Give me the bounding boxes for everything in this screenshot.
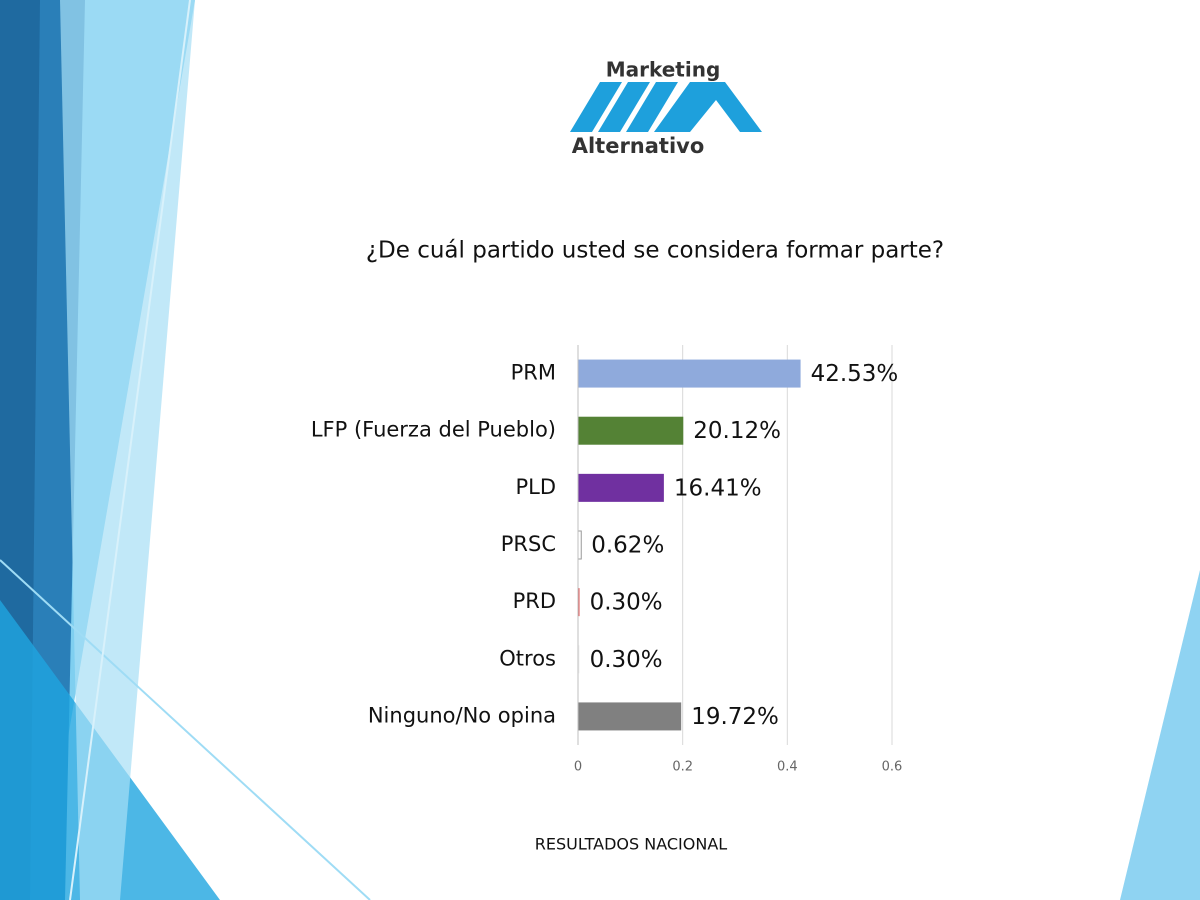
category-label: PLD [515, 475, 556, 499]
category-label: PRD [513, 589, 556, 613]
value-label: 0.30% [590, 647, 663, 673]
category-label: LFP (Fuerza del Pueblo) [311, 418, 556, 442]
bar [578, 702, 682, 731]
value-label: 16.41% [674, 475, 762, 501]
logo: Marketing Alternativo [570, 58, 762, 158]
value-label: 42.53% [811, 361, 899, 387]
chart-title: ¿De cuál partido usted se considera form… [366, 238, 944, 264]
category-label: Ninguno/No opina [368, 703, 556, 727]
x-tick-label: 0.4 [777, 760, 798, 775]
value-label: 0.30% [590, 590, 663, 616]
footer: RESULTADOS NACIONAL [535, 835, 727, 854]
value-label: 19.72% [691, 704, 779, 730]
logo-bottom: Alternativo [572, 134, 705, 158]
value-label: 20.12% [693, 418, 781, 444]
x-tick-label: 0.6 [882, 760, 903, 775]
category-label: PRSC [501, 532, 556, 556]
category-label: PRM [511, 361, 556, 385]
bar [578, 645, 580, 674]
logo-top: Marketing [606, 58, 721, 82]
bar [578, 473, 664, 502]
x-tick-label: 0.2 [672, 760, 693, 775]
category-label: Otros [499, 646, 556, 670]
bar [578, 416, 684, 445]
bar [578, 359, 801, 388]
value-label: 0.62% [591, 533, 664, 559]
bar [578, 588, 580, 617]
x-tick-label: 0 [574, 760, 582, 775]
